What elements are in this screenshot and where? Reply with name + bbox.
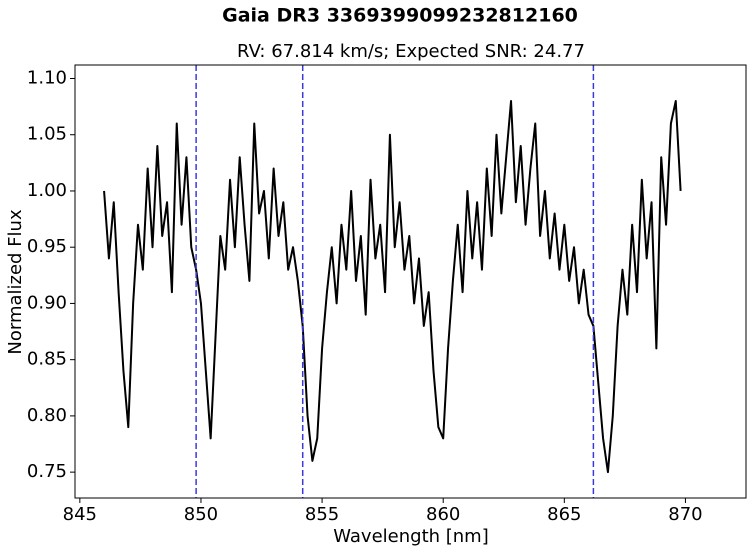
plot-frame bbox=[74, 64, 747, 499]
y-tick-label: 1.10 bbox=[27, 67, 67, 88]
x-tick-label: 850 bbox=[184, 504, 218, 525]
x-axis-label: Wavelength [nm] bbox=[333, 526, 489, 547]
chart-subtitle: RV: 67.814 km/s; Expected SNR: 24.77 bbox=[237, 41, 585, 62]
x-tick-label: 860 bbox=[426, 504, 460, 525]
y-tick-label: 0.75 bbox=[27, 461, 67, 482]
x-tick-label: 845 bbox=[63, 504, 97, 525]
spectrum-line bbox=[103, 99, 682, 474]
x-tick-label: 870 bbox=[668, 504, 702, 525]
x-tick-label: 865 bbox=[547, 504, 581, 525]
y-tick-label: 0.95 bbox=[27, 236, 67, 257]
y-tick-label: 1.00 bbox=[27, 180, 67, 201]
chart-title: Gaia DR3 3369399099232812160 bbox=[222, 5, 578, 27]
x-tick-label: 855 bbox=[305, 504, 339, 525]
y-axis-label: Normalized Flux bbox=[5, 209, 26, 355]
y-tick-label: 0.80 bbox=[27, 405, 67, 426]
y-tick-label: 0.90 bbox=[27, 292, 67, 313]
y-tick-label: 0.85 bbox=[27, 349, 67, 370]
y-tick-label: 1.05 bbox=[27, 124, 67, 145]
